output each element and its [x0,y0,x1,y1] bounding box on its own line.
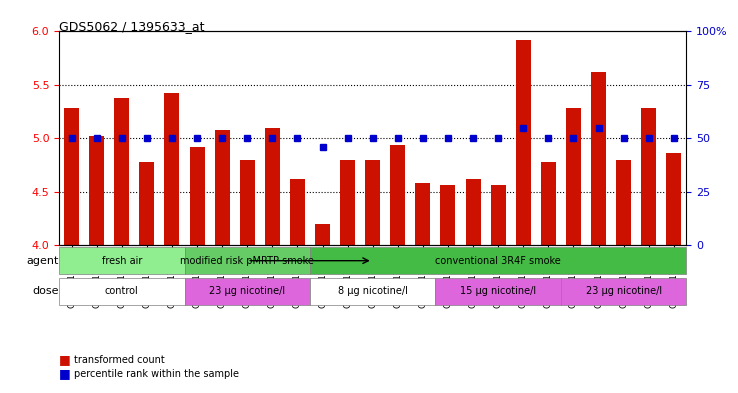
Text: transformed count: transformed count [74,355,165,365]
Bar [516,40,531,245]
Text: GDS5062 / 1395633_at: GDS5062 / 1395633_at [59,20,204,33]
Text: control: control [105,286,139,296]
Text: ■: ■ [59,353,71,366]
Text: modified risk pMRTP smoke: modified risk pMRTP smoke [180,256,314,266]
Bar [365,160,380,245]
Bar [139,162,154,245]
Text: conventional 3R4F smoke: conventional 3R4F smoke [435,256,561,266]
Text: fresh air: fresh air [102,256,142,266]
Bar [290,179,305,245]
Text: 23 μg nicotine/l: 23 μg nicotine/l [209,286,286,296]
Bar [466,179,480,245]
Bar [114,98,129,245]
FancyBboxPatch shape [59,277,184,305]
FancyBboxPatch shape [184,247,310,274]
Bar [265,128,280,245]
Bar [89,136,104,245]
Bar [541,162,556,245]
Bar [190,147,204,245]
Text: ■: ■ [59,367,71,380]
Text: percentile rank within the sample: percentile rank within the sample [74,369,239,379]
Bar [340,160,355,245]
Bar [491,185,506,245]
Bar [591,72,606,245]
Bar [165,94,179,245]
FancyBboxPatch shape [59,247,184,274]
FancyBboxPatch shape [310,247,686,274]
Bar [215,130,230,245]
Bar [566,108,581,245]
Text: 23 μg nicotine/l: 23 μg nicotine/l [585,286,662,296]
FancyBboxPatch shape [184,277,310,305]
Text: agent: agent [27,256,59,266]
Bar [415,184,430,245]
Bar [64,108,79,245]
FancyBboxPatch shape [310,277,435,305]
Bar [666,153,681,245]
Bar [390,145,405,245]
Bar [441,185,455,245]
Text: 8 μg nicotine/l: 8 μg nicotine/l [338,286,407,296]
Text: 15 μg nicotine/l: 15 μg nicotine/l [460,286,537,296]
Text: dose: dose [32,286,59,296]
FancyBboxPatch shape [561,277,686,305]
FancyBboxPatch shape [435,277,561,305]
Bar [315,224,330,245]
Bar [240,160,255,245]
Bar [641,108,656,245]
Bar [616,160,631,245]
